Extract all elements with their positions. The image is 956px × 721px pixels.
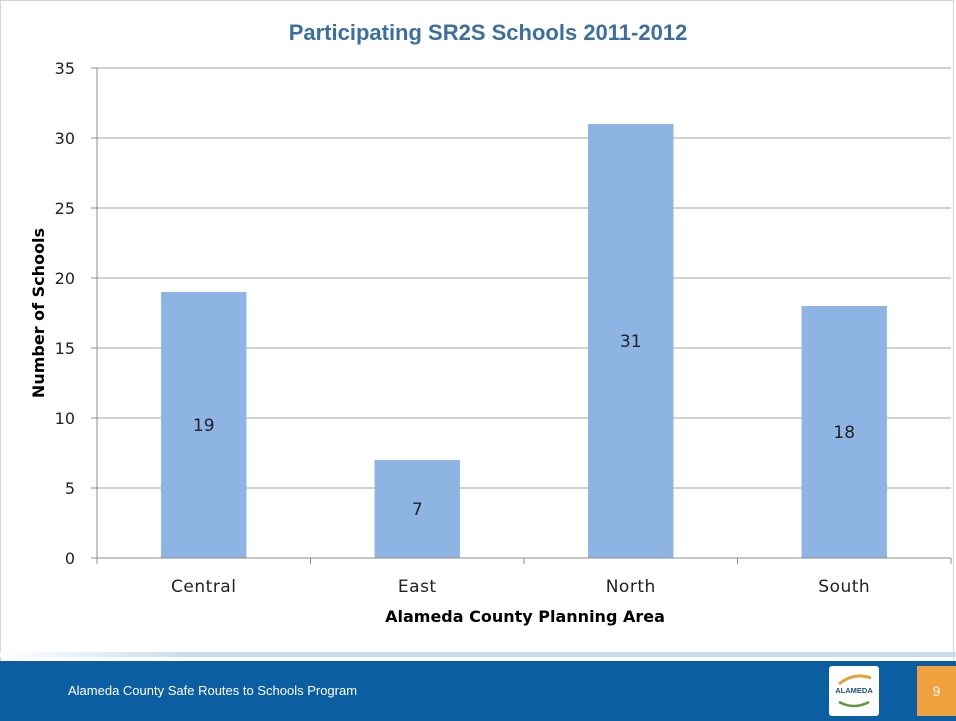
y-tick-label: 15	[55, 339, 75, 358]
bar-chart: Participating SR2S Schools 2011-2012 19 7…	[29, 20, 952, 626]
data-labels: 19 7 31 18	[193, 332, 855, 520]
page-number: 9	[917, 666, 956, 716]
y-tick-label: 25	[55, 199, 75, 218]
y-tick-label: 0	[65, 549, 75, 568]
bar	[588, 124, 674, 558]
bar	[801, 306, 887, 558]
y-tick-label: 10	[55, 409, 75, 428]
y-tick-label: 30	[55, 129, 75, 148]
bar	[374, 460, 460, 558]
x-tick-label: East	[398, 577, 437, 597]
data-label: 19	[193, 416, 215, 436]
y-tick-label: 35	[55, 59, 75, 78]
data-label: 18	[833, 423, 855, 443]
data-label: 31	[620, 332, 642, 352]
bar	[161, 292, 247, 558]
footer-bar: Alameda County Safe Routes to Schools Pr…	[0, 661, 956, 721]
axes: 0 5 10 15 20 25 30 35 Central East North South	[55, 59, 952, 597]
alameda-ctc-logo: ALAMEDA	[829, 666, 879, 716]
x-tick-label: Central	[171, 577, 236, 597]
data-label: 7	[412, 500, 423, 520]
x-tick-label: South	[818, 577, 870, 597]
logo-swoosh-icon	[838, 674, 872, 708]
y-tick-label: 5	[65, 479, 75, 498]
chart-title: Participating SR2S Schools 2011-2012	[289, 20, 688, 45]
x-tick-label: North	[606, 577, 656, 597]
logo-text: ALAMEDA	[835, 686, 873, 695]
y-axis-title: Number of Schools	[29, 228, 48, 398]
footer-divider	[0, 652, 956, 657]
x-axis-title: Alameda County Planning Area	[385, 607, 665, 626]
bars	[161, 124, 887, 558]
program-name: Alameda County Safe Routes to Schools Pr…	[68, 683, 358, 698]
y-tick-label: 20	[55, 269, 75, 288]
